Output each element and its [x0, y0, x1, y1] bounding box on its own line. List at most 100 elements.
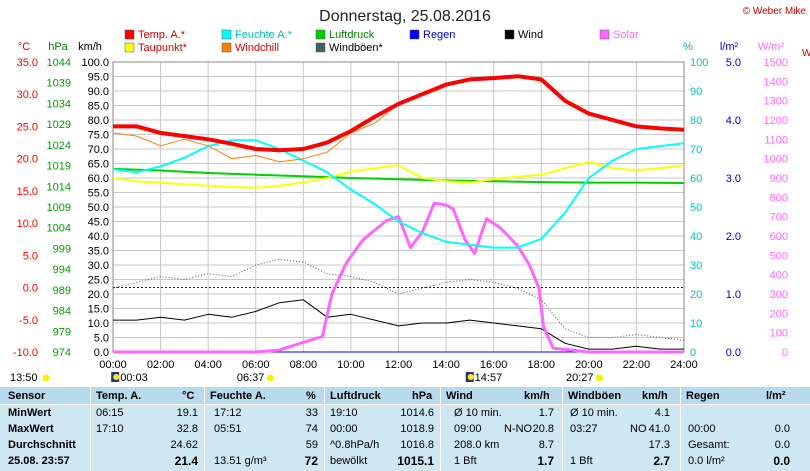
wind-value: 1.7 — [538, 407, 554, 419]
wind-value: 20.8 — [532, 423, 554, 435]
weather-chart: Donnerstag, 25.08.2016 © Weber Mike W Temp.… — [10, 6, 810, 384]
humidity-value: 74 — [305, 423, 318, 435]
x-tick-label: 10:00 — [337, 359, 365, 371]
solar-tick-label: 0 — [782, 347, 788, 359]
header-pressure-unit: hPa — [412, 390, 433, 402]
event-time-label: 06:37 — [237, 372, 265, 384]
stats-table: Sensor Temp. A. °C Feuchte A. % Luftdruc… — [0, 387, 810, 471]
header-humidity-unit: % — [306, 390, 316, 402]
right-axis-partial-label: W — [802, 48, 810, 59]
humidity-tick-label: 60 — [690, 173, 702, 185]
legend-swatch — [221, 29, 232, 40]
pressure-tick-label: 1029 — [47, 119, 71, 131]
legend-swatch — [315, 42, 326, 53]
temp-value: 32.8 — [176, 423, 198, 435]
header-temp: Temp. A. — [96, 390, 142, 402]
legend-label: Windböen* — [329, 42, 384, 54]
temp-tick-label: -5.0 — [19, 315, 38, 327]
row-label: MaxWert — [8, 423, 54, 435]
temp-tick-label: 15.0 — [17, 186, 38, 198]
humidity-tick-label: 40 — [690, 231, 702, 243]
x-tick-label: 02:00 — [147, 359, 175, 371]
legend-swatch — [315, 29, 326, 40]
x-tick-label: 22:00 — [623, 359, 651, 371]
solar-tick-label: 800 — [770, 192, 788, 204]
rain-tick-label: 5.0 — [726, 57, 741, 69]
pressure-tick-label: 1034 — [47, 98, 71, 110]
pressure-value: 1014.6 — [400, 407, 434, 419]
temp-tick-label: -10.0 — [13, 347, 38, 359]
pressure-tick-label: 1024 — [47, 140, 71, 152]
gust-value: 2.7 — [653, 454, 670, 468]
temp-tick-label: 35.0 — [17, 57, 38, 69]
wind-value: 8.7 — [538, 439, 554, 451]
legend-swatch — [409, 29, 420, 40]
header-wind-unit: km/h — [524, 390, 550, 402]
legend-label: Feuchte A.* — [235, 29, 293, 41]
x-tick-label: 04:00 — [194, 359, 222, 371]
legend-label: Taupunkt* — [138, 42, 188, 54]
series-windben — [112, 258, 685, 341]
x-tick-label: 08:00 — [290, 359, 318, 371]
temp-tick-label: 0.0 — [23, 283, 38, 295]
temp-value: 24.62 — [170, 439, 198, 451]
solar-tick-label: 400 — [770, 270, 788, 282]
humidity-value: 33 — [305, 407, 318, 419]
legend-swatch — [124, 42, 135, 53]
legend-label: Temp. A.* — [138, 29, 186, 41]
pressure-tick-label: 1004 — [47, 223, 71, 235]
temp-value: 19.1 — [176, 407, 198, 419]
wind-unit-label: km/h — [78, 41, 102, 53]
solar-tick-label: 900 — [770, 173, 788, 185]
series-tempa — [113, 74, 685, 153]
rain-value: 0.0 — [774, 439, 790, 451]
solar-tick-label: 200 — [770, 308, 788, 320]
event-time-label: 14:57 — [475, 372, 503, 384]
pressure-time: bewölkt — [330, 455, 368, 467]
solar-tick-label: 300 — [770, 289, 788, 301]
x-tick-label: 16:00 — [480, 359, 508, 371]
gust-value: 41.0 — [648, 423, 670, 435]
wind-label: Ø 10 min. — [454, 407, 502, 419]
legend-swatch — [504, 29, 515, 40]
series-taupunkt — [112, 160, 685, 189]
rain-label: Gesamt: — [688, 439, 730, 451]
wind-tick-label: 100.0 — [81, 57, 109, 69]
solar-unit-label: W/m² — [758, 41, 785, 53]
rain-tick-label: 3.0 — [726, 173, 741, 185]
humidity-tick-label: 30 — [690, 260, 702, 272]
rain-tick-label: 0.0 — [726, 347, 741, 359]
solar-tick-label: 1300 — [764, 96, 788, 108]
x-tick-label: 18:00 — [527, 359, 555, 371]
solar-tick-label: 1200 — [764, 115, 788, 127]
legend-label: Windchill — [235, 42, 279, 54]
left-time-label: 13:50 — [10, 372, 38, 384]
copyright-label: © Weber Mike — [743, 6, 807, 17]
solar-tick-label: 1100 — [764, 134, 788, 146]
wind-tick-label: 35.0 — [88, 246, 109, 258]
header-sensor: Sensor — [8, 390, 46, 402]
humidity-tick-label: 10 — [690, 318, 702, 330]
rain-label: 00:00 — [688, 423, 716, 435]
row-label: 25.08. 23:57 — [8, 455, 70, 467]
solar-tick-label: 700 — [770, 212, 788, 224]
temp-tick-label: 30.0 — [17, 89, 38, 101]
event-time-label: 00:03 — [120, 372, 148, 384]
pressure-tick-label: 1039 — [47, 78, 71, 90]
humidity-time: 17:12 — [214, 407, 242, 419]
sun-icon — [42, 374, 50, 382]
wind-tick-label: 5.0 — [94, 333, 109, 345]
wind-tick-label: 20.0 — [88, 289, 109, 301]
stats-header-bar — [0, 387, 810, 404]
series-luftdruck — [112, 167, 685, 184]
wind-tick-label: 65.0 — [88, 159, 109, 171]
humidity-time: 13.51 g/m³ — [214, 455, 267, 467]
solar-tick-label: 1000 — [764, 154, 788, 166]
sun-icon — [596, 374, 604, 382]
pressure-tick-label: 974 — [53, 347, 71, 359]
wind-label: 208.0 km — [454, 439, 500, 451]
gust-time: 03:27 — [570, 423, 598, 435]
pressure-tick-label: 999 — [53, 243, 71, 255]
wind-tick-label: 0.0 — [94, 347, 109, 359]
pressure-tick-label: 979 — [53, 326, 71, 338]
